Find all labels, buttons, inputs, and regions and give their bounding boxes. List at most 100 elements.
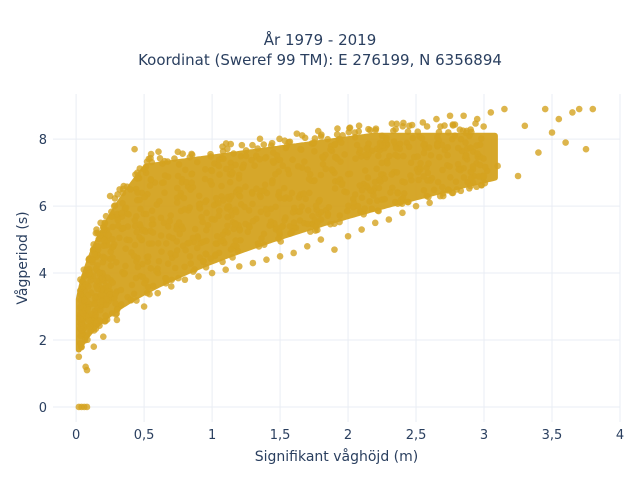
data-point [147,176,155,183]
data-point [227,140,235,148]
data-point [480,172,488,180]
data-point [476,161,484,169]
data-point [379,142,386,149]
data-point [175,219,183,226]
data-point [114,222,122,230]
data-point [224,203,232,210]
data-point [175,161,183,168]
data-point [386,152,393,160]
data-point [392,144,400,152]
data-point [396,140,404,148]
data-point [439,192,447,200]
data-point [127,296,134,304]
data-point [478,181,485,189]
data-point [237,236,244,244]
data-point [272,171,279,178]
data-point [249,141,256,149]
data-point [275,188,283,196]
data-point [446,112,454,120]
data-point [188,151,196,159]
data-point [555,115,563,123]
data-point [188,170,195,178]
data-point [430,186,438,194]
data-point [414,153,421,160]
data-point [327,220,334,228]
data-point [185,239,193,247]
data-point [358,194,366,201]
data-point [393,120,401,128]
data-point [454,144,462,152]
data-point [193,244,201,252]
data-point [231,221,239,229]
data-point [425,160,432,167]
data-point [130,290,138,298]
data-point [460,174,468,181]
data-point [375,207,382,215]
data-point [97,291,105,298]
data-point [251,162,258,169]
data-point [388,120,396,127]
data-point [283,142,291,150]
data-point [133,175,141,182]
data-point [167,212,175,219]
data-point [475,173,483,180]
data-point [215,212,223,220]
data-point [181,206,188,213]
data-point [467,168,475,176]
data-point [187,260,195,267]
data-point [77,291,85,298]
data-point [194,234,202,242]
x-tick-label: 2 [344,428,352,443]
data-point [148,221,156,228]
data-point [108,208,115,216]
data-point [275,235,282,243]
data-point [136,233,143,241]
data-point [287,230,294,237]
data-point [100,242,107,250]
data-point [449,121,457,128]
data-point [156,197,163,205]
data-point [201,166,209,173]
data-point [111,241,118,248]
data-point [158,248,165,255]
data-point [108,309,116,317]
data-point [114,216,122,224]
data-point [212,194,220,202]
data-point [331,141,339,149]
data-point [102,212,110,220]
data-point [173,199,181,206]
data-point [147,265,155,272]
data-point [249,217,257,225]
data-point [203,209,210,217]
data-point [92,311,100,319]
data-point [451,132,459,140]
data-point [100,236,108,244]
data-point [467,144,474,152]
data-point [116,234,123,242]
y-tick-label: 0 [39,401,47,416]
data-point [404,128,412,135]
data-point [311,177,318,184]
data-point [141,193,149,201]
data-point [125,210,132,218]
data-point [293,130,301,137]
y-axis-label: Vågperiod (s) [14,211,31,304]
data-point [108,213,115,221]
data-point [420,173,427,180]
data-point [368,205,376,213]
data-point [131,145,138,153]
data-point [401,178,408,186]
data-point [290,219,298,226]
data-point [269,149,277,156]
data-point [109,235,116,243]
data-point [286,195,293,202]
data-point [324,135,331,143]
data-point [276,253,284,260]
data-point [161,189,168,197]
data-point [346,170,354,178]
data-point [261,155,269,162]
data-point [322,165,330,173]
data-point [376,176,383,183]
data-point [131,217,139,224]
data-point [418,135,426,142]
